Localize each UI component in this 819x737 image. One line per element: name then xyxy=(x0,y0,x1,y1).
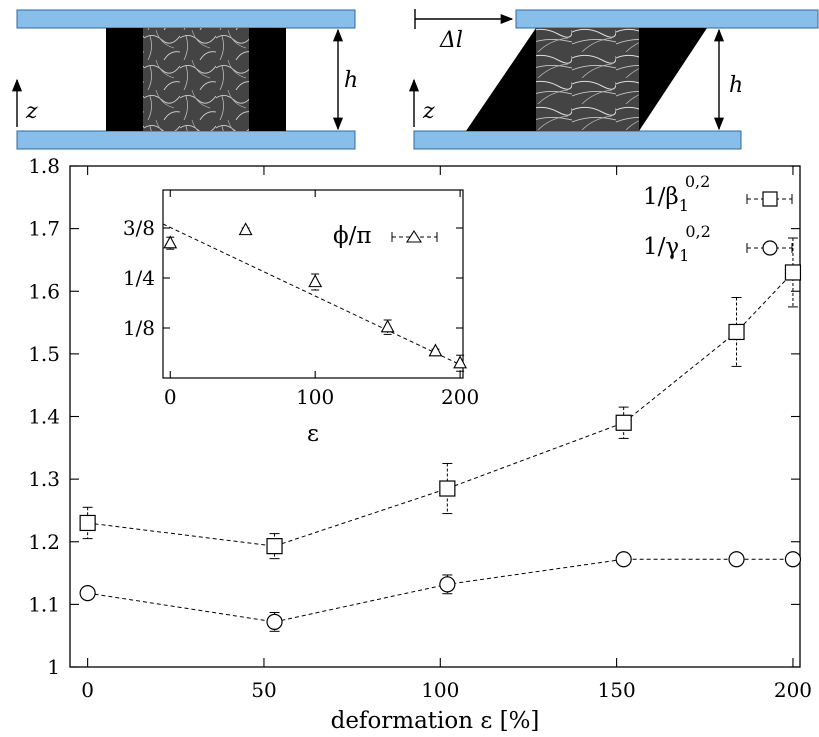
sketch-undeformed: h z xyxy=(11,9,358,150)
data-point-circle xyxy=(615,551,632,568)
series-circle xyxy=(79,551,802,632)
data-point-square xyxy=(728,323,745,341)
y-tick-label: 1.1 xyxy=(28,592,60,616)
bottom-plate xyxy=(413,130,742,150)
series-line xyxy=(87,558,793,623)
data-point-circle xyxy=(79,585,96,602)
data-point-circle xyxy=(439,576,456,593)
data-point-triangle xyxy=(428,343,443,357)
y-tick-label: 1.7 xyxy=(28,217,60,241)
svg-text:1/β10,2: 1/β1 0,2 xyxy=(643,172,710,215)
inset-x-axis-title: ε xyxy=(307,421,319,447)
data-point-square xyxy=(79,514,96,532)
x-tick-label: 200 xyxy=(441,385,479,409)
data-point-triangle xyxy=(453,355,468,369)
inset-series xyxy=(162,222,468,372)
main-x-axis-title: deformation ε [%] xyxy=(331,708,540,734)
series-square xyxy=(79,237,802,560)
inset-axes: 0 100 200 1/8 1/4 3/8 xyxy=(123,190,479,409)
height-label: h xyxy=(344,68,358,93)
top-plate xyxy=(16,9,356,29)
inset-legend-label: ϕ/π xyxy=(333,223,372,249)
bottom-plate xyxy=(16,130,356,150)
y-tick-label: 1.6 xyxy=(28,279,60,303)
data-point-triangle xyxy=(163,235,178,249)
x-tick-label: 0 xyxy=(81,678,94,702)
x-tick-label: 150 xyxy=(598,678,636,702)
legend-square-marker xyxy=(762,191,778,207)
data-point-circle xyxy=(728,551,745,568)
x-tick-label: 100 xyxy=(421,678,459,702)
legend-beta-base: 1/β xyxy=(643,184,679,210)
x-tick-label: 200 xyxy=(774,678,812,702)
legend-beta-sup: 0,2 xyxy=(685,172,710,191)
legend-beta-sub: 1 xyxy=(679,196,689,215)
legend-circle-marker xyxy=(762,240,778,256)
y-tick-label: 1.4 xyxy=(28,405,60,429)
y-tick-label: 1.5 xyxy=(28,342,60,366)
main-series xyxy=(79,237,802,632)
inset-legend-triangle-marker xyxy=(405,229,423,243)
series-triangle xyxy=(162,222,468,372)
legend-entry-gamma: 1/γ1 0,2 xyxy=(643,222,793,265)
legend-gamma-sup: 0,2 xyxy=(685,222,710,241)
series-line xyxy=(87,272,794,547)
fit-line xyxy=(162,223,464,367)
top-plate xyxy=(515,9,819,29)
shift-label: Δl xyxy=(439,28,463,53)
data-point-triangle xyxy=(308,274,323,288)
x-tick-label: 50 xyxy=(251,678,276,702)
data-point-triangle xyxy=(380,319,395,333)
data-point-circle xyxy=(266,613,283,631)
main-chart: 0 50 100 150 200 1 1.1 1.2 1.3 1.4 1.5 1.6 1.7 1.8 de… xyxy=(28,154,812,734)
legend-entry-beta: 1/β1 0,2 xyxy=(643,172,793,215)
y-tick-label: 3/8 xyxy=(123,216,155,240)
data-point-square xyxy=(439,480,456,497)
z-axis-label: z xyxy=(422,99,435,124)
inset-chart: 0 100 200 1/8 1/4 3/8 ε ϕ/π xyxy=(123,189,479,447)
data-point-square xyxy=(615,414,632,431)
main-axes: 0 50 100 150 200 1 1.1 1.2 1.3 1.4 1.5 1.6 1.7 1.8 xyxy=(28,154,812,702)
inset-legend: ϕ/π xyxy=(333,223,438,249)
data-point-circle xyxy=(784,551,802,568)
svg-text:1/γ10,2: 1/γ1 0,2 xyxy=(643,222,711,265)
height-label: h xyxy=(729,73,743,98)
x-tick-label: 0 xyxy=(164,385,177,409)
data-point-square xyxy=(266,538,283,555)
y-tick-label: 1/8 xyxy=(123,316,155,340)
x-tick-label: 100 xyxy=(296,385,334,409)
sketch-sheared: Δl h z xyxy=(408,9,819,150)
y-tick-label: 1.2 xyxy=(28,530,60,554)
y-tick-label: 1 xyxy=(47,655,60,679)
y-tick-label: 1/4 xyxy=(123,266,155,290)
data-point-triangle xyxy=(238,222,253,236)
legend: 1/β10,2 1/γ10,2 xyxy=(643,172,793,265)
y-tick-label: 1.3 xyxy=(28,467,60,491)
legend-gamma-sub: 1 xyxy=(679,246,689,265)
z-axis-label: z xyxy=(25,99,38,124)
y-tick-label: 1.8 xyxy=(28,154,60,178)
data-point-square xyxy=(784,264,802,281)
legend-gamma-base: 1/γ xyxy=(643,234,679,260)
